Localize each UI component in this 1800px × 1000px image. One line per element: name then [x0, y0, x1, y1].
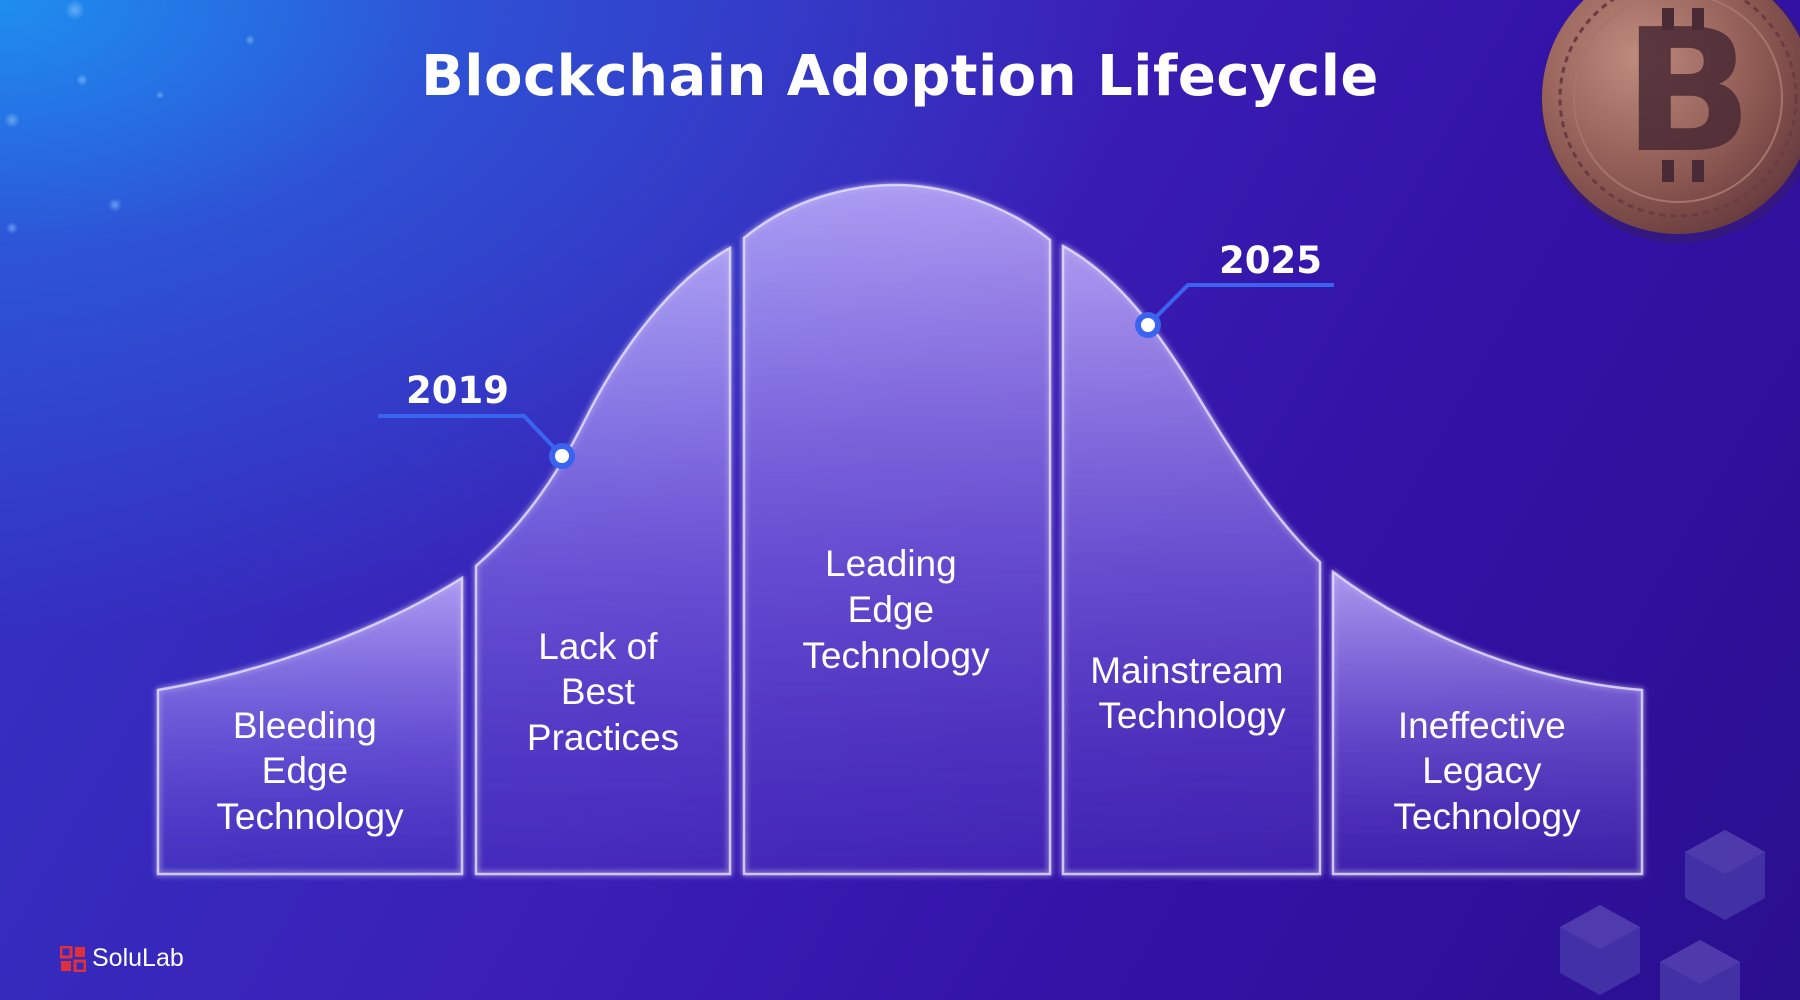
- stage-label-lack-of-best-practices: Lack of Best Practices: [527, 626, 679, 758]
- stage-label-line: Best: [561, 671, 636, 712]
- stage-label-mainstream: Mainstream Technology: [1090, 650, 1294, 736]
- stage-label-line: Edge: [262, 750, 348, 791]
- isometric-cubes-icon: [1560, 830, 1765, 1000]
- stage-label-line: Practices: [527, 717, 679, 758]
- background-sparkles: [4, 0, 255, 234]
- stage-label-line: Technology: [1098, 695, 1286, 736]
- milestone-2025: 2025: [1135, 239, 1334, 338]
- milestone-leader-line: [1146, 283, 1334, 327]
- stage-label-line: Mainstream: [1090, 650, 1283, 691]
- stage-label-line: Technology: [802, 635, 990, 676]
- stage-label-bleeding-edge: Bleeding Edge Technology: [216, 705, 404, 837]
- stage-label-leading-edge: Leading Edge Technology: [802, 543, 990, 676]
- stage-panel-leading-edge: [742, 183, 1052, 876]
- stage-label-line: Leading: [825, 543, 957, 584]
- stage-label-line: Edge: [848, 589, 934, 630]
- stage-label-line: Ineffective: [1398, 705, 1566, 746]
- stage-panel-lack-of-best-practices: [474, 245, 732, 876]
- stage-label-line: Technology: [1393, 796, 1581, 837]
- stage-label-line: Legacy: [1422, 750, 1542, 791]
- stage-panel-mainstream: [1061, 243, 1322, 876]
- stage-label-ineffective-legacy: Ineffective Legacy Technology: [1393, 705, 1581, 837]
- brand-logo: SoluLab: [60, 944, 184, 973]
- milestone-year-label: 2025: [1219, 239, 1322, 282]
- milestone-leader-line: [378, 414, 564, 458]
- stage-panel-ineffective-legacy: [1331, 569, 1644, 876]
- stage-label-line: Lack of: [538, 626, 658, 667]
- svg-text:B: B: [1623, 0, 1753, 191]
- milestone-2019: 2019: [378, 369, 575, 469]
- stage-panel-bleeding-edge: [156, 575, 464, 876]
- page-title: Blockchain Adoption Lifecycle: [421, 44, 1379, 109]
- stage-label-line: Technology: [216, 796, 404, 837]
- bitcoin-coin-icon: B: [1540, 0, 1800, 243]
- stage-label-line: Bleeding: [233, 705, 377, 746]
- bell-curve: [156, 183, 1644, 876]
- brand-name: SoluLab: [92, 944, 184, 972]
- milestone-year-label: 2019: [406, 369, 509, 412]
- solulab-logo-icon: [60, 945, 86, 972]
